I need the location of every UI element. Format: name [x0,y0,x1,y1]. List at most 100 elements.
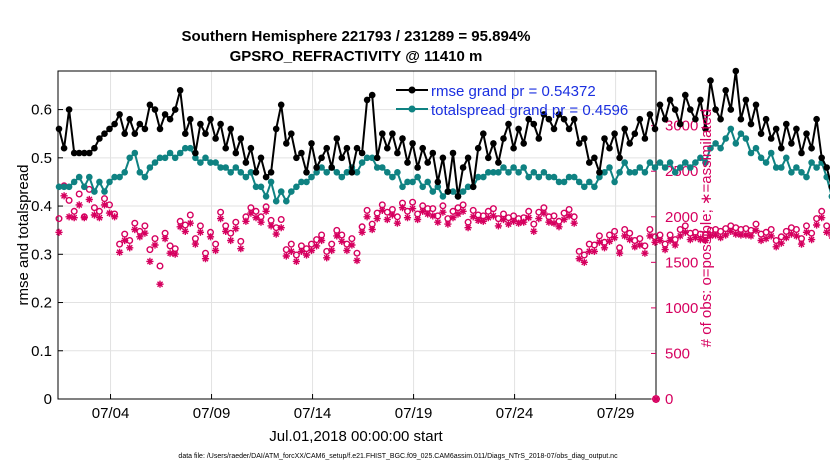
data-point [454,193,462,200]
data-point [202,154,209,162]
obs-possible-point [75,190,83,198]
x-tick-label: 07/09 [193,405,231,422]
obs-assimilated-point [313,242,321,250]
obs-assimilated-point [414,215,422,224]
obs-assimilated-point [565,212,573,220]
data-point [676,164,684,171]
data-point [702,159,709,166]
data-point [394,169,401,176]
data-point [171,106,179,113]
data-point [495,169,502,176]
obs-possible-point [818,207,826,215]
obs-possible-point [611,227,619,235]
obs-assimilated-point [494,222,502,230]
data-point [480,130,487,137]
data-point [464,154,472,162]
obs-assimilated-point [611,234,619,242]
obs-possible-point [772,236,780,244]
data-point [222,144,229,152]
data-point [601,169,608,176]
series-totalspread [55,125,830,205]
data-point [449,149,457,157]
obs-assimilated-point [222,227,230,235]
series-layer [55,67,830,403]
data-point [798,169,805,176]
obs-assimilated-point [302,251,311,259]
data-point [368,154,376,162]
obs-possible-point [131,219,139,227]
obs-assimilated-point [545,218,553,226]
data-point [348,169,356,176]
data-point [313,164,320,171]
data-point [81,183,88,191]
obs-assimilated-point [191,240,199,248]
data-point [101,188,108,195]
data-point [146,101,154,109]
data-point [480,173,487,181]
data-point [555,178,563,186]
obs-assimilated-point [388,211,396,219]
data-point [772,164,780,171]
data-point [495,159,502,166]
data-point [692,159,699,166]
y-tick-label: 0.6 [31,102,52,119]
obs-assimilated-point [358,228,366,236]
data-point [515,169,522,176]
data-point [621,159,628,166]
data-point [156,125,164,133]
data-point [202,130,209,137]
obs-assimilated-point [409,205,417,213]
obs-possible-point [217,208,225,216]
data-point [444,188,452,195]
obs-assimilated-point [196,228,204,236]
data-point [384,169,391,176]
data-point [752,144,760,152]
obs-possible-point [141,222,149,230]
obs-assimilated-point [646,232,654,240]
y2-tick-label: 2000 [665,209,698,226]
obs-assimilated-point [277,224,285,232]
data-point [676,120,684,128]
data-point [192,149,199,157]
data-point [666,159,674,166]
data-point [616,154,623,162]
obs-assimilated-point [156,280,164,288]
obs-assimilated-point [752,226,760,234]
data-point [636,164,644,171]
obs-possible-point [65,196,73,204]
obs-assimilated-point [434,218,442,226]
obs-possible-point [550,212,558,220]
data-point [217,164,224,171]
obs-assimilated-point [595,238,603,246]
data-point [212,135,219,142]
obs-assimilated-point [75,201,83,209]
y-tick-label: 0 [44,391,52,408]
data-point [333,169,341,176]
data-point [182,130,189,137]
x-axis-ticks: 07/04 07/09 07/14 07/19 07/24 07/29 [92,394,635,422]
obs-assimilated-point [141,229,149,237]
data-point [778,144,785,152]
data-point [808,144,815,152]
data-point [111,120,118,128]
data-point [596,169,603,176]
data-point [505,169,512,176]
obs-assimilated-point [424,210,432,218]
obs-assimilated-point [105,209,114,217]
obs-assimilated-point [383,215,391,224]
data-point [379,130,386,137]
data-point [176,87,184,94]
data-point [727,125,735,133]
data-point [55,125,63,133]
obs-assimilated-point [504,220,513,228]
obs-assimilated-point [353,256,361,265]
data-point [257,183,265,191]
data-point [490,140,497,147]
legend: rmse grand pr = 0.54372 totalspread gran… [396,83,628,119]
x-tick-label: 07/29 [597,405,635,422]
data-point [813,164,820,171]
obs-assimilated-point [823,228,830,236]
obs-assimilated-point [641,249,649,257]
data-point [192,154,199,162]
data-point [555,111,563,118]
